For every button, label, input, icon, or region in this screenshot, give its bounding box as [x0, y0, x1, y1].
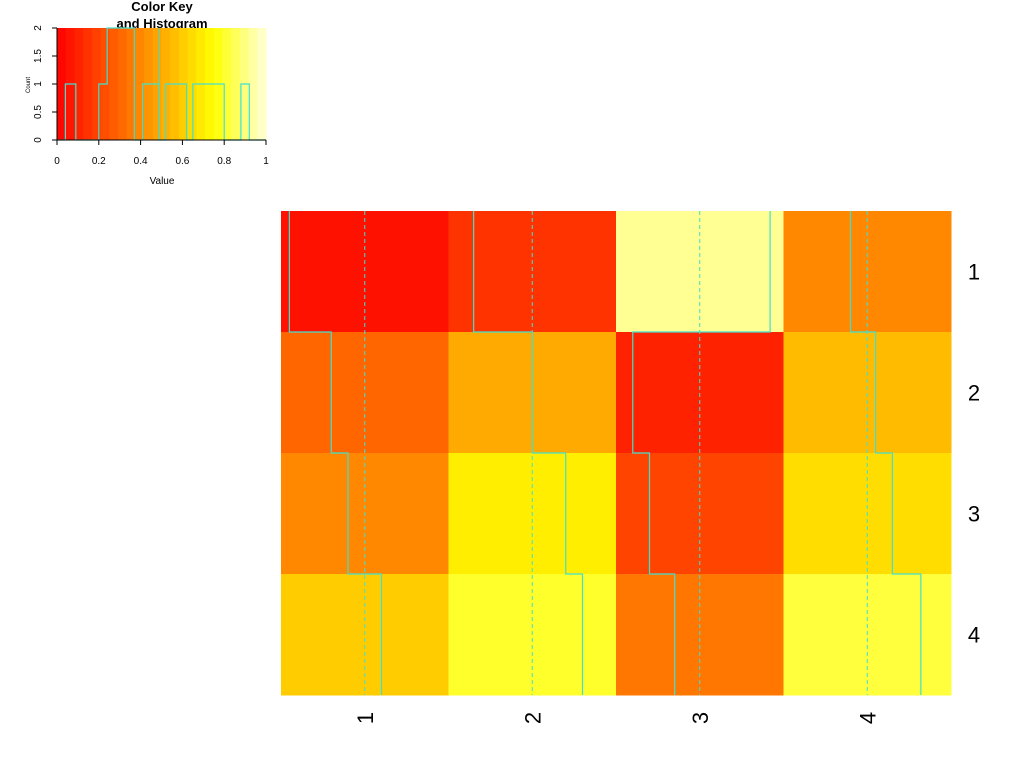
color-key-x-tick-label: 1 [263, 156, 269, 167]
heatmap-cell [616, 211, 784, 333]
color-key-ylabel: Count [26, 77, 32, 93]
color-key-band [248, 28, 258, 140]
color-key-y-tick-label: 1.5 [33, 49, 44, 63]
color-key-band [135, 28, 145, 140]
color-key-band [257, 28, 267, 140]
column-label: 2 [520, 712, 545, 724]
color-key-x-tick-label: 0.4 [134, 156, 148, 167]
color-key-y-tick-label: 0 [33, 137, 44, 143]
heatmap-cell [281, 211, 449, 333]
color-key-title-line1: Color Key [131, 0, 193, 14]
row-label: 4 [968, 623, 980, 648]
row-label: 2 [968, 381, 980, 406]
row-label: 1 [968, 260, 980, 285]
color-key-title-line2: and Histogram [116, 16, 207, 31]
color-key-band [117, 28, 128, 140]
color-key-x-tick-label: 0.2 [92, 156, 106, 167]
color-key-band [126, 28, 136, 140]
column-trace [288, 211, 383, 695]
color-key-band [83, 28, 93, 140]
color-key-y-tick-label: 1 [33, 81, 44, 87]
heatmap-cell [783, 211, 952, 333]
column-label: 4 [855, 712, 880, 724]
color-key-band [109, 28, 119, 140]
column-trace [473, 211, 584, 695]
heatmap-labels: 1 2 3 4 1 2 3 4 [353, 260, 980, 725]
column-label: 3 [688, 712, 713, 724]
color-key-x-tick-label: 0.6 [175, 156, 189, 167]
color-key-y-tick-label: 0.5 [33, 105, 44, 119]
color-key-y-tick-label: 2 [33, 25, 44, 31]
color-key-gradient [57, 28, 267, 140]
row-label: 3 [968, 502, 980, 527]
color-key-x-tick-label: 0.8 [217, 156, 231, 167]
color-key-band [91, 28, 102, 140]
column-trace [632, 211, 771, 695]
column-trace [849, 211, 922, 695]
color-key-band [57, 28, 67, 140]
heatmap-traces [288, 211, 922, 695]
color-key-x-tick-label: 0 [54, 156, 60, 167]
color-key-xlabel: Value [150, 176, 175, 187]
color-key-band [222, 28, 232, 140]
color-key: Color Key and Histogram 0 0.2 0.4 0.6 0.8 100… [26, 0, 269, 187]
color-key-band [231, 28, 241, 140]
color-key-band [74, 28, 84, 140]
color-key-axes: 0 0.2 0.4 0.6 0.8 1 0 0.5 1 1.5 2 [33, 25, 269, 167]
column-label: 1 [353, 712, 378, 724]
